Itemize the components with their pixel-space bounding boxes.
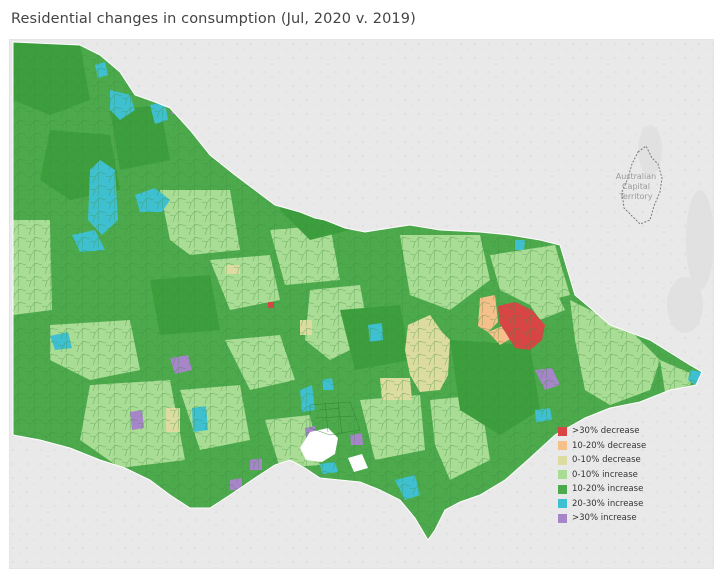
legend-swatch [558, 426, 567, 436]
act-label-line2: Capital [622, 182, 650, 191]
legend-label: 0-10% decrease [572, 455, 641, 466]
legend-item[interactable]: 0-10% increase [558, 468, 646, 483]
western-port [348, 454, 368, 472]
act-label-line1: Australian [616, 172, 656, 181]
legend-item[interactable]: >30% increase [558, 511, 646, 526]
legend-swatch [558, 455, 567, 465]
legend-label: >30% increase [572, 513, 637, 524]
legend-label: 10-20% increase [572, 484, 644, 495]
act-label-line3: Territory [618, 192, 652, 201]
legend-label: 10-20% decrease [572, 440, 647, 451]
legend-item[interactable]: 20-30% increase [558, 497, 646, 512]
legend-item[interactable]: 10-20% decrease [558, 439, 646, 454]
legend-item[interactable]: >30% decrease [558, 424, 646, 439]
choropleth-map[interactable]: Australian Capital Territory [10, 40, 713, 568]
legend-item[interactable]: 0-10% decrease [558, 453, 646, 468]
legend-swatch [558, 499, 567, 509]
map-title: Residential changes in consumption (Jul,… [11, 11, 416, 27]
legend-label: >30% decrease [572, 426, 640, 437]
legend-label: 20-30% increase [572, 498, 644, 509]
map-legend: >30% decrease 10-20% decrease 0-10% decrea… [558, 424, 646, 526]
legend-swatch [558, 484, 567, 494]
legend-swatch [558, 470, 567, 480]
legend-label: 0-10% increase [572, 469, 638, 480]
melbourne-metro [309, 401, 361, 436]
legend-swatch [558, 441, 567, 451]
act-boundary [621, 145, 663, 225]
legend-swatch [558, 513, 567, 523]
map-canvas[interactable]: Australian Capital Territory [9, 39, 714, 569]
legend-item[interactable]: 10-20% increase [558, 482, 646, 497]
port-phillip-bay [300, 428, 338, 462]
